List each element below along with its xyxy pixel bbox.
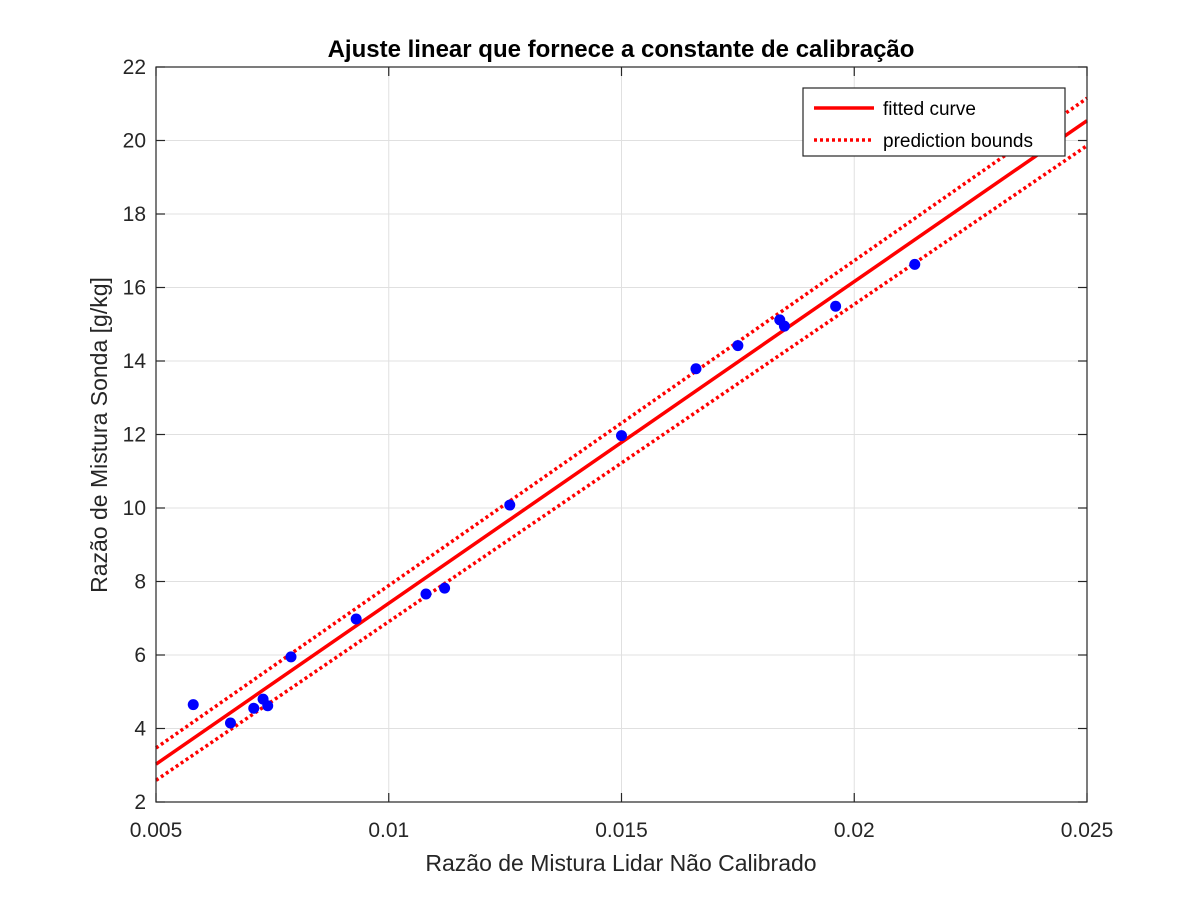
data-point	[248, 702, 260, 714]
data-points	[187, 258, 921, 729]
x-tick-label: 0.02	[834, 819, 875, 842]
data-point	[262, 700, 274, 712]
chart-title: Ajuste linear que fornece a constante de…	[328, 36, 915, 63]
y-tick-label: 12	[123, 424, 146, 447]
ticks	[155, 66, 1088, 803]
data-point	[420, 588, 432, 600]
prediction-bound-line-2	[155, 144, 1088, 782]
x-tick-label: 0.005	[130, 819, 183, 842]
y-tick-label: 14	[123, 350, 147, 373]
y-tick-label: 22	[123, 56, 146, 79]
y-axis-label: Razão de Mistura Sonda [g/kg]	[86, 277, 112, 593]
y-tick-label: 16	[123, 277, 146, 300]
legend-box	[802, 87, 1066, 157]
tick-labels: 0.005 0.01 0.015 0.02 0.025 2 4 6 8 10 12 14 16 18 20 2…	[123, 56, 1114, 842]
data-point	[504, 499, 516, 511]
x-tick-label: 0.015	[595, 819, 648, 842]
y-tick-label: 6	[134, 644, 146, 667]
y-tick-label: 4	[134, 718, 146, 741]
data-point	[830, 300, 842, 312]
data-point	[439, 582, 451, 594]
x-tick-label: 0.025	[1061, 819, 1114, 842]
x-axis-label: Razão de Mistura Lidar Não Calibrado	[425, 850, 816, 876]
data-point	[350, 613, 362, 625]
data-point	[909, 258, 921, 270]
x-tick-label: 0.01	[368, 819, 409, 842]
y-tick-label: 2	[134, 791, 146, 814]
data-point	[690, 363, 702, 375]
data-point	[187, 699, 199, 711]
data-point	[732, 340, 744, 352]
data-point	[616, 430, 627, 442]
data-point	[224, 717, 236, 729]
y-tick-label: 20	[123, 130, 146, 153]
fitted-curve-line	[155, 119, 1088, 766]
legend-fitted-curve-label: fitted curve	[883, 99, 976, 120]
fitted-curve-line	[155, 119, 1088, 766]
legend-prediction-bounds-label: prediction bounds	[883, 131, 1033, 152]
y-tick-label: 10	[123, 497, 146, 520]
data-point	[285, 651, 297, 663]
y-tick-label: 18	[123, 203, 146, 226]
y-tick-label: 8	[134, 571, 146, 594]
legend: fitted curve prediction bounds	[802, 87, 1066, 157]
prediction-bounds-lines	[154, 96, 1089, 782]
data-point	[778, 320, 790, 332]
